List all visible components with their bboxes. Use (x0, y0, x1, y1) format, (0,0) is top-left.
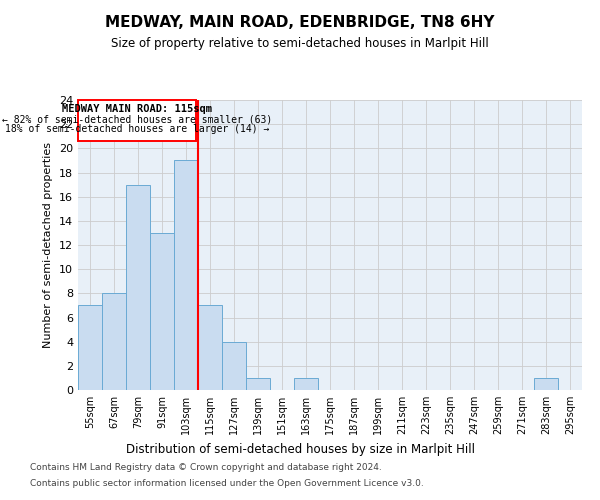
Bar (198, 306, 222, 390)
Bar (294, 378, 318, 390)
Text: Distribution of semi-detached houses by size in Marlpit Hill: Distribution of semi-detached houses by … (125, 442, 475, 456)
Bar (534, 378, 558, 390)
Bar (222, 342, 246, 390)
Text: Size of property relative to semi-detached houses in Marlpit Hill: Size of property relative to semi-detach… (111, 38, 489, 51)
Text: MEDWAY MAIN ROAD: 115sqm: MEDWAY MAIN ROAD: 115sqm (62, 104, 212, 114)
Text: MEDWAY, MAIN ROAD, EDENBRIDGE, TN8 6HY: MEDWAY, MAIN ROAD, EDENBRIDGE, TN8 6HY (105, 15, 495, 30)
Text: 18% of semi-detached houses are larger (14) →: 18% of semi-detached houses are larger (… (5, 124, 269, 134)
Bar (174, 160, 198, 390)
Bar (78, 306, 102, 390)
Text: Contains HM Land Registry data © Crown copyright and database right 2024.: Contains HM Land Registry data © Crown c… (30, 464, 382, 472)
Text: ← 82% of semi-detached houses are smaller (63): ← 82% of semi-detached houses are smalle… (2, 114, 272, 124)
Bar (150, 233, 174, 390)
Text: Contains public sector information licensed under the Open Government Licence v3: Contains public sector information licen… (30, 478, 424, 488)
Bar (246, 378, 270, 390)
Bar (102, 294, 126, 390)
Y-axis label: Number of semi-detached properties: Number of semi-detached properties (43, 142, 53, 348)
FancyBboxPatch shape (79, 100, 196, 141)
Bar (126, 184, 150, 390)
